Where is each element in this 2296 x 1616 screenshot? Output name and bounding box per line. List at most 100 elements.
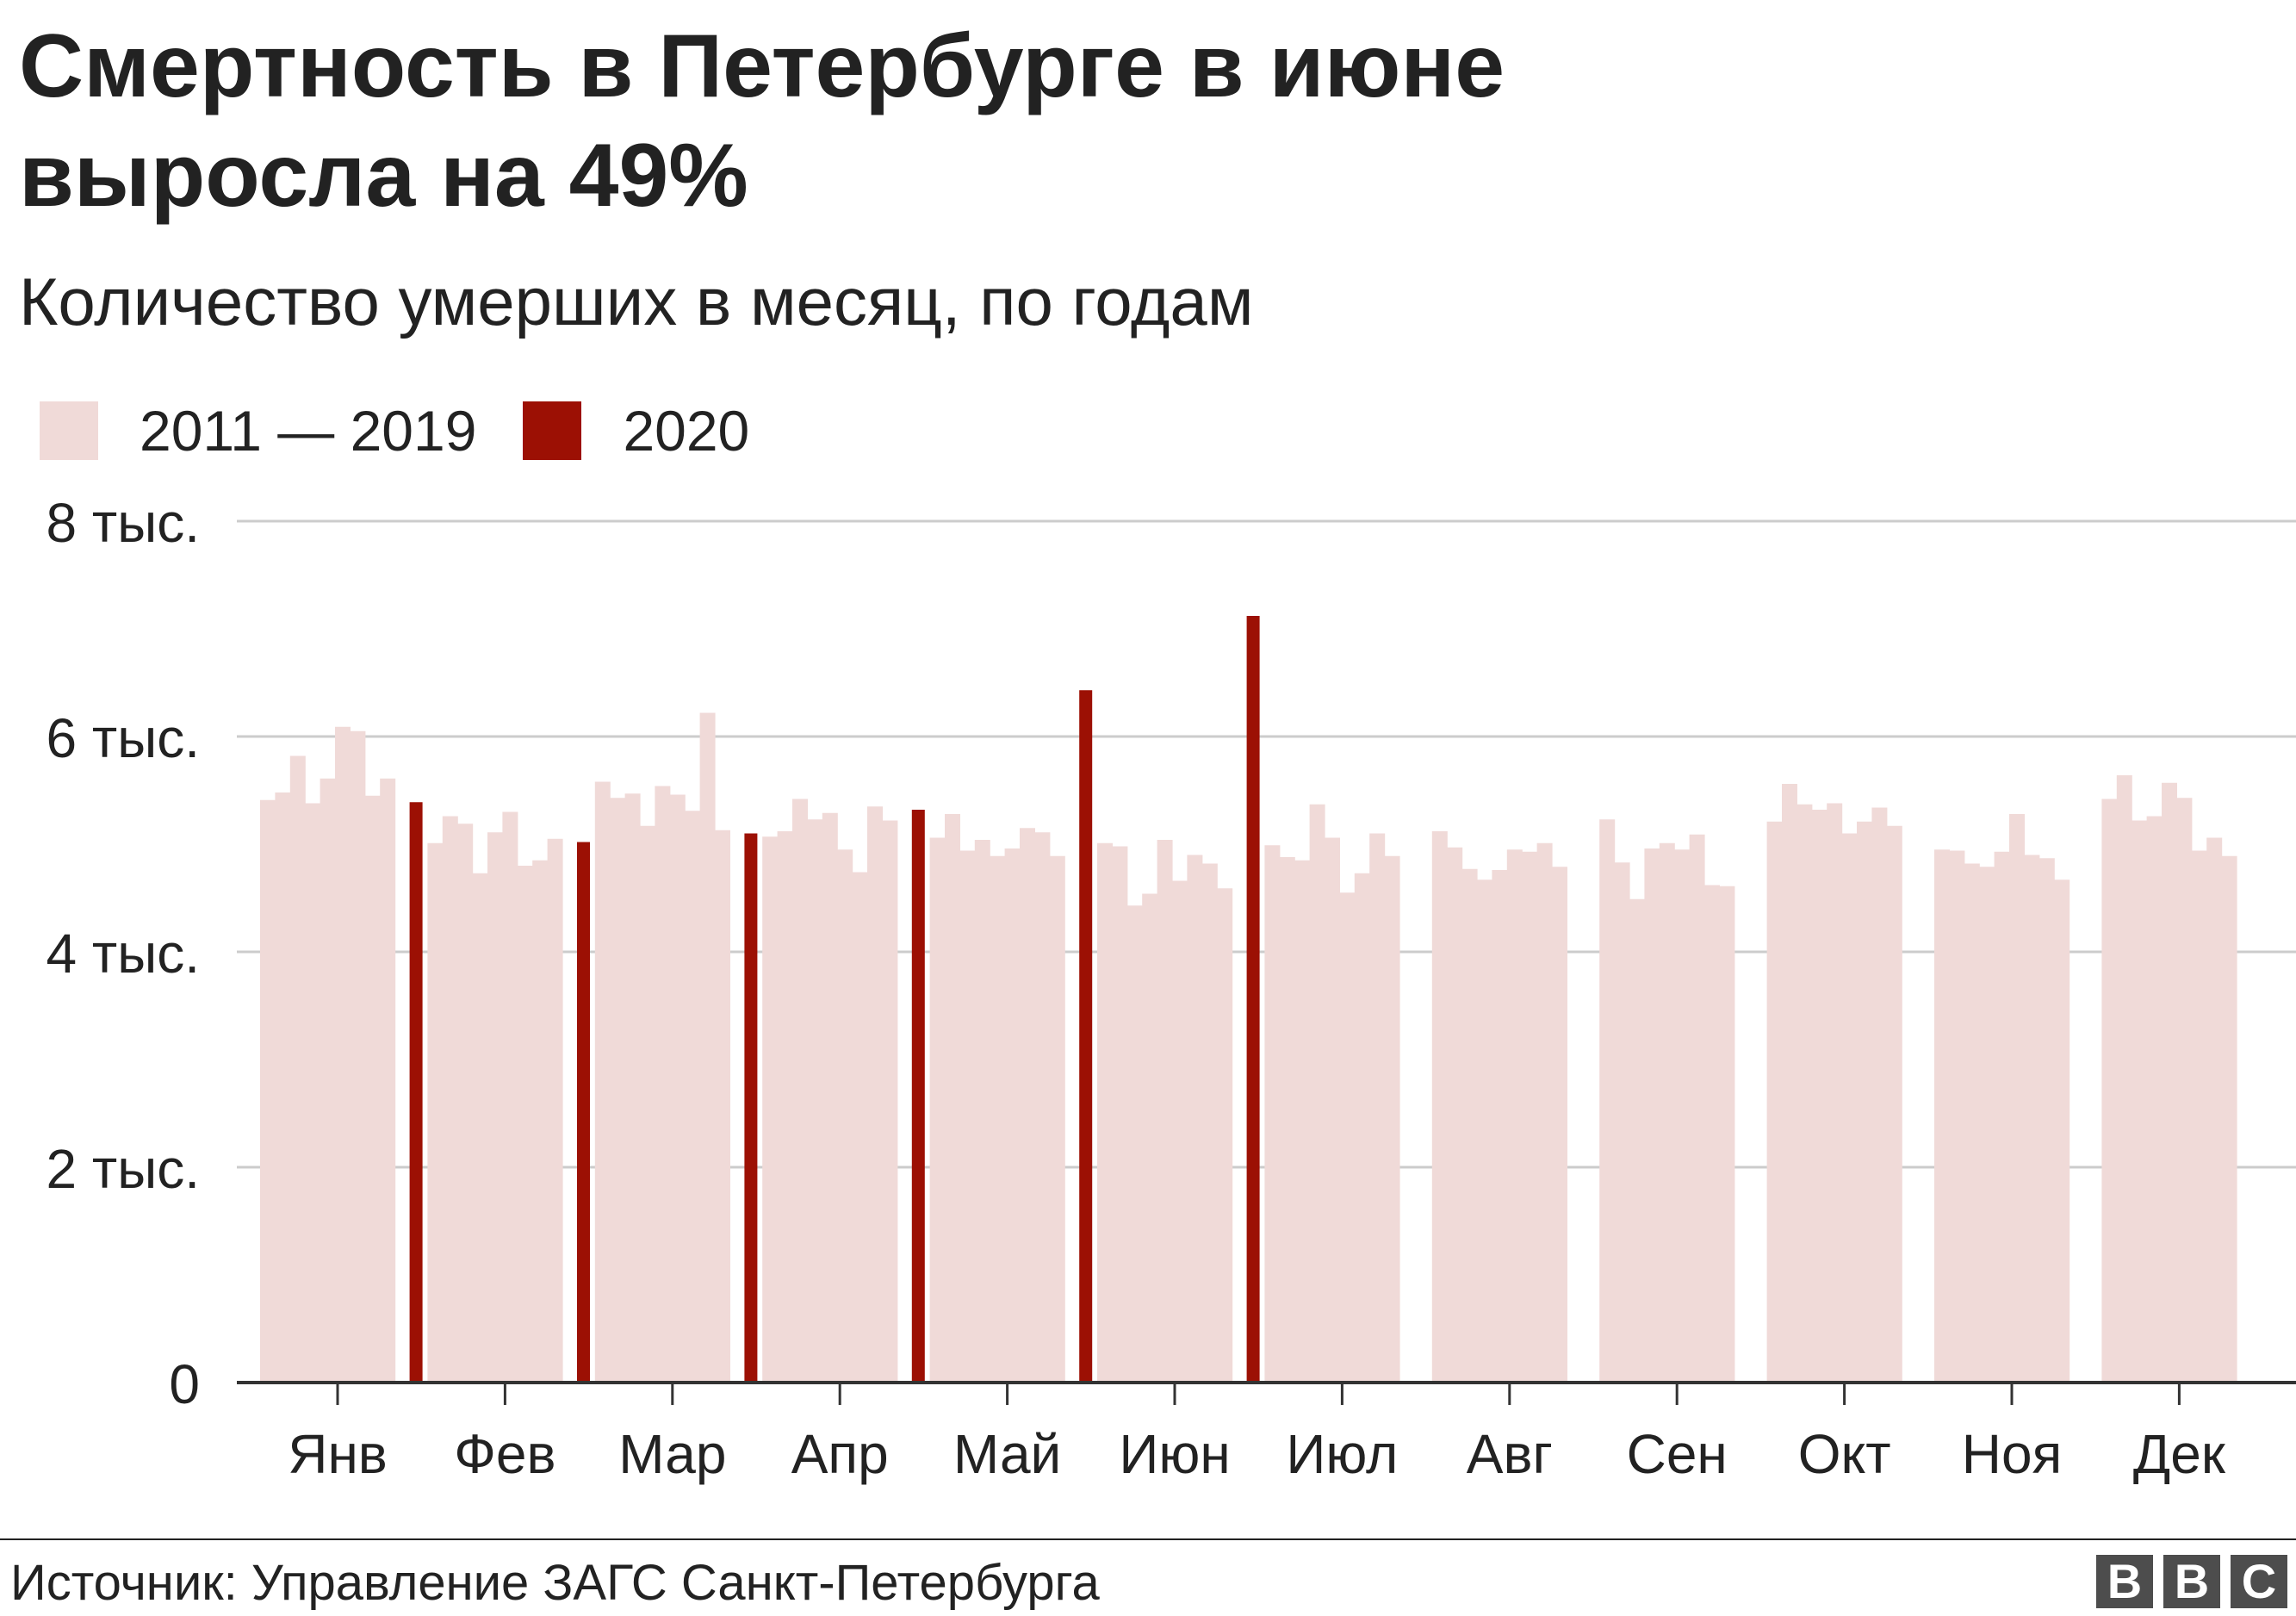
- bar-2011-2019: [1325, 837, 1340, 1383]
- bar-2011-2019: [2101, 799, 2118, 1383]
- bar-2011-2019: [945, 814, 960, 1383]
- bar-2011-2019: [335, 726, 351, 1383]
- x-tick-label: Июн: [1119, 1423, 1230, 1485]
- bar-2011-2019: [624, 793, 641, 1383]
- bar-2011-2019: [1614, 862, 1630, 1383]
- bar-2011-2019: [1766, 821, 1783, 1383]
- source-note: Источник: Управление ЗАГС Санкт-Петербур…: [10, 1555, 1100, 1611]
- bar-2011-2019: [1369, 833, 1386, 1383]
- bar-2011-2019: [1964, 863, 1980, 1383]
- bar-2011-2019: [655, 786, 671, 1383]
- bar-2011-2019: [472, 873, 488, 1383]
- bbc-logo-letter: B: [2163, 1555, 2220, 1608]
- bar-2011-2019: [1886, 825, 1902, 1383]
- x-tick-label: Сен: [1627, 1423, 1728, 1485]
- bar-2011-2019: [442, 816, 458, 1383]
- bar-2011-2019: [1704, 885, 1720, 1383]
- bar-2011-2019: [547, 838, 563, 1383]
- bar-2020: [409, 802, 423, 1383]
- bar-2011-2019: [1447, 847, 1463, 1383]
- bar-2011-2019: [305, 803, 321, 1383]
- bar-2011-2019: [1049, 855, 1065, 1383]
- bar-2011-2019: [685, 811, 701, 1383]
- bar-2011-2019: [2176, 798, 2193, 1383]
- bar-2020: [744, 833, 758, 1383]
- legend-item-2011-2019: 2011 — 2019: [40, 396, 476, 465]
- bar-2011-2019: [487, 832, 503, 1383]
- x-tick-label: Мар: [618, 1423, 726, 1485]
- y-tick-label: 6 тыс.: [47, 707, 200, 769]
- bar-2011-2019: [2191, 850, 2207, 1383]
- bar-2011-2019: [1674, 849, 1691, 1383]
- bar-2011-2019: [852, 872, 868, 1383]
- bar-2011-2019: [777, 831, 793, 1383]
- bar-2011-2019: [380, 778, 396, 1383]
- legend-label-2020: 2020: [623, 399, 750, 463]
- x-tick-label: Май: [953, 1423, 1061, 1485]
- bar-2011-2019: [1811, 810, 1827, 1383]
- bar-2011-2019: [1201, 863, 1218, 1383]
- bar-2011-2019: [1782, 784, 1797, 1383]
- bar-2011-2019: [1949, 850, 1965, 1383]
- bar-2011-2019: [2221, 855, 2237, 1383]
- bar-2011-2019: [2054, 879, 2070, 1383]
- bar-2011-2019: [1309, 804, 1325, 1383]
- x-tick-label: Окт: [1798, 1423, 1891, 1485]
- bar-2011-2019: [1841, 833, 1858, 1383]
- bar-2011-2019: [275, 792, 291, 1383]
- bar-2011-2019: [1827, 803, 1843, 1383]
- x-tick-label: Июл: [1286, 1423, 1398, 1485]
- bar-2011-2019: [1506, 849, 1523, 1383]
- bar-2011-2019: [2162, 782, 2177, 1383]
- chart-legend: 2011 — 2019 2020: [40, 396, 796, 465]
- bar-2011-2019: [1294, 860, 1311, 1383]
- bar-2011-2019: [715, 830, 730, 1383]
- bar-2011-2019: [364, 795, 381, 1383]
- bbc-logo: B B C: [2086, 1555, 2287, 1608]
- chart-subtitle: Количество умерших в месяц, по годам: [19, 264, 1254, 339]
- bar-2011-2019: [762, 836, 779, 1383]
- bar-2011-2019: [669, 794, 686, 1383]
- bar-2011-2019: [1034, 832, 1051, 1383]
- bars: [260, 616, 2237, 1383]
- bar-2011-2019: [502, 811, 518, 1383]
- bar-2011-2019: [1629, 898, 1645, 1383]
- bar-2011-2019: [1599, 819, 1616, 1383]
- bar-2011-2019: [2116, 775, 2132, 1383]
- x-tick-label: Апр: [791, 1423, 889, 1485]
- bar-2011-2019: [260, 799, 276, 1383]
- bar-2011-2019: [610, 798, 626, 1383]
- x-tick-label: Ноя: [1962, 1423, 2062, 1485]
- bbc-logo-letter: B: [2096, 1555, 2153, 1608]
- x-tick-label: Авг: [1467, 1423, 1553, 1485]
- bar-2011-2019: [1339, 892, 1356, 1383]
- y-tick-label: 4 тыс.: [47, 923, 200, 985]
- y-tick-label: 0: [169, 1353, 200, 1415]
- bar-2011-2019: [1871, 807, 1888, 1383]
- bar-2011-2019: [959, 850, 976, 1383]
- legend-label-2011-2019: 2011 — 2019: [140, 399, 477, 463]
- bar-2011-2019: [517, 866, 533, 1383]
- bar-2011-2019: [1142, 893, 1158, 1383]
- legend-item-2020: 2020: [523, 396, 749, 465]
- bar-2011-2019: [1552, 867, 1567, 1383]
- bar-2011-2019: [1157, 840, 1173, 1383]
- bar-2020: [911, 810, 925, 1383]
- bar-2011-2019: [1354, 873, 1370, 1383]
- bar-2011-2019: [807, 819, 823, 1383]
- bar-2011-2019: [929, 837, 946, 1383]
- bar-2011-2019: [1659, 842, 1675, 1383]
- bar-2011-2019: [792, 799, 808, 1383]
- bar-2011-2019: [1264, 845, 1281, 1383]
- bar-2011-2019: [867, 806, 883, 1383]
- bar-2011-2019: [1994, 851, 2010, 1383]
- bar-2011-2019: [1979, 867, 1995, 1383]
- bar-2011-2019: [2132, 820, 2148, 1383]
- x-axis: [237, 1381, 2296, 1405]
- bar-2020: [1246, 616, 1260, 1383]
- bar-2011-2019: [990, 855, 1006, 1383]
- bar-2011-2019: [320, 778, 336, 1383]
- bar-2020: [577, 842, 590, 1383]
- bar-2011-2019: [974, 840, 990, 1383]
- bar-2011-2019: [1492, 870, 1508, 1383]
